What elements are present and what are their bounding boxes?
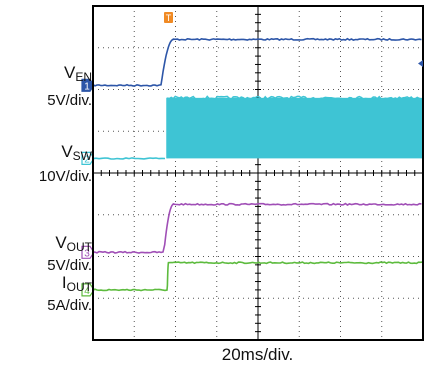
ch4-scale: 5A/div. [47, 297, 92, 314]
ch3-scale: 5V/div. [47, 257, 92, 274]
ch1-scale: 5V/div. [47, 92, 92, 109]
plot-frame [92, 5, 424, 341]
trace-ch3 [92, 202, 422, 254]
ch1-label: VEN [63, 63, 92, 84]
trigger-marker-label: T [166, 13, 172, 23]
ch2-label: VSW [61, 142, 92, 163]
channel-marker-label: 3 [84, 248, 90, 259]
ch3-label: VOUT [55, 233, 92, 254]
ch4-label: IOUT [61, 273, 92, 294]
trace-ch4 [92, 261, 423, 292]
trigger-level-arrow [418, 60, 423, 67]
channel-marker-label: 4 [84, 286, 90, 297]
traces [92, 37, 423, 292]
grid [92, 5, 424, 341]
trace-ch2-baseline [92, 157, 166, 160]
channel-marker-label: 2 [84, 154, 90, 165]
channel-marker-label: 1 [84, 81, 90, 92]
timebase-label: 20ms/div. [221, 345, 294, 364]
trigger-marker: T [164, 12, 173, 23]
trace-ch2-edge [166, 95, 422, 101]
ch2-scale: 10V/div. [38, 168, 92, 185]
trace-ch1 [92, 37, 422, 87]
trace-ch2-switching [167, 97, 423, 159]
